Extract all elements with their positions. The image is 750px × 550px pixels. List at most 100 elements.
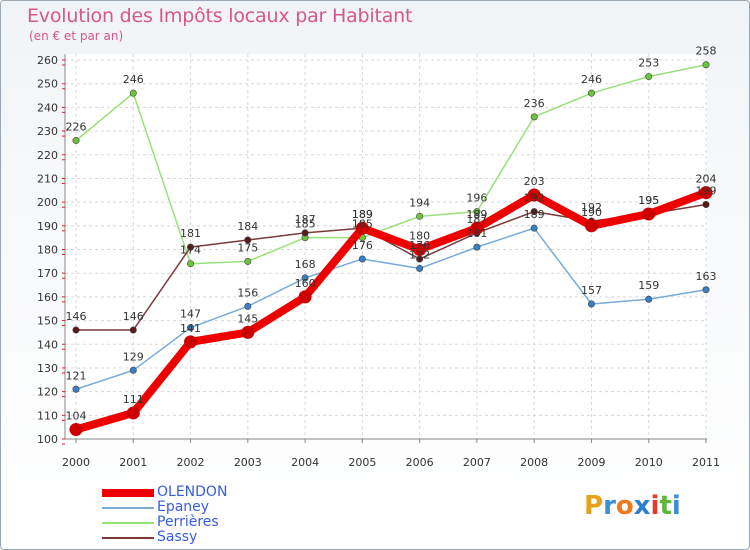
x-tick-label: 2009 — [577, 456, 605, 469]
data-point-sassy — [129, 326, 137, 334]
data-point-olendon — [470, 221, 484, 235]
data-point-epaney — [187, 324, 195, 332]
data-label-epaney: 157 — [581, 284, 602, 297]
data-point-olendon — [413, 243, 427, 256]
legend-label: Perrières — [157, 514, 219, 530]
data-label-epaney: 172 — [409, 248, 430, 261]
data-label-epaney: 129 — [123, 350, 144, 363]
x-tick-label: 2008 — [520, 456, 548, 469]
x-tick-label: 2002 — [177, 456, 205, 469]
data-point-perrieres — [473, 208, 481, 216]
x-tick-label: 2001 — [119, 456, 147, 469]
y-tick-label: 200 — [37, 196, 58, 209]
data-label-olendon: 180 — [409, 230, 430, 243]
proxiti-logo: Proxiti — [584, 491, 681, 521]
logo-letter: i — [650, 491, 660, 521]
axis-layer: 100 110 120 130 140 150 160 170 180 190 200 210 220 2… — [37, 54, 720, 469]
data-label-perrieres: 246 — [123, 73, 144, 86]
data-label-epaney: 176 — [352, 239, 373, 252]
data-label-olendon: 189 — [466, 208, 487, 221]
data-point-perrieres — [129, 89, 137, 97]
y-tick-label: 240 — [37, 101, 58, 114]
logo-letter: o — [615, 491, 634, 521]
legend-label: OLENDON — [157, 484, 228, 500]
y-tick-label: 250 — [37, 78, 58, 91]
x-tick-label: 2011 — [692, 456, 720, 469]
legend-swatch — [102, 489, 154, 497]
data-label-olendon: 104 — [66, 410, 87, 423]
data-point-perrieres — [244, 257, 252, 265]
data-point-epaney — [301, 274, 309, 282]
y-tick-label: 230 — [37, 125, 58, 138]
data-point-perrieres — [645, 73, 653, 81]
data-label-olendon: 145 — [237, 312, 258, 325]
y-tick-label: 120 — [37, 386, 58, 399]
data-point-olendon — [699, 186, 713, 200]
y-tick-label: 190 — [37, 220, 58, 233]
data-point-olendon — [298, 290, 312, 304]
data-point-perrieres — [530, 113, 538, 121]
data-label-sassy: 189 — [352, 208, 373, 221]
logo-letter: i — [671, 491, 681, 521]
x-tick-label: 2004 — [291, 456, 319, 469]
y-tick-label: 260 — [37, 54, 58, 67]
data-label-sassy: 146 — [66, 310, 87, 323]
data-label-olendon: 189 — [352, 208, 373, 221]
data-point-olendon — [241, 325, 255, 339]
data-label-epaney: 163 — [696, 270, 717, 283]
y-tick-label: 170 — [37, 267, 58, 280]
data-point-epaney — [530, 224, 538, 232]
data-point-sassy — [702, 200, 710, 208]
data-label-sassy: 195 — [638, 194, 659, 207]
data-label-perrieres: 185 — [295, 218, 316, 231]
data-point-epaney — [358, 255, 366, 263]
series-line-olendon — [72, 188, 710, 434]
data-label-epaney: 156 — [237, 286, 258, 299]
data-label-epaney: 159 — [638, 279, 659, 292]
data-label-perrieres: 185 — [352, 218, 373, 231]
data-point-perrieres — [702, 61, 710, 69]
data-point-epaney — [702, 286, 710, 294]
x-tick-label: 2010 — [635, 456, 663, 469]
y-tick-label: 150 — [37, 315, 58, 328]
data-point-sassy — [301, 229, 309, 237]
data-label-perrieres: 175 — [237, 241, 258, 254]
data-label-olendon: 203 — [524, 175, 545, 188]
chart-subtitle: (en € et par an) — [29, 29, 124, 43]
x-tick-label: 2006 — [406, 456, 434, 469]
data-label-sassy: 181 — [180, 227, 201, 240]
data-point-sassy — [187, 243, 195, 251]
y-tick-label: 210 — [37, 172, 58, 185]
data-point-perrieres — [587, 89, 595, 97]
data-point-olendon — [642, 207, 656, 221]
y-tick-label: 140 — [37, 338, 58, 351]
data-point-sassy — [244, 236, 252, 244]
data-label-olendon: 141 — [180, 322, 201, 335]
data-point-epaney — [244, 302, 252, 310]
data-point-perrieres — [416, 212, 424, 220]
logo-letter: r — [603, 491, 616, 521]
x-tick-label: 2005 — [348, 456, 376, 469]
legend-swatch — [102, 537, 154, 539]
data-label-epaney: 189 — [524, 208, 545, 221]
y-tick-label: 130 — [37, 362, 58, 375]
data-label-sassy: 187 — [466, 213, 487, 226]
data-label-olendon: 160 — [295, 277, 316, 290]
data-label-perrieres: 196 — [466, 192, 487, 205]
series-line-epaney — [75, 227, 707, 391]
data-point-epaney — [72, 385, 80, 393]
x-tick-label: 2007 — [463, 456, 491, 469]
data-point-epaney — [645, 295, 653, 303]
data-point-olendon — [527, 188, 541, 202]
data-label-perrieres: 174 — [180, 244, 201, 257]
data-label-perrieres: 236 — [524, 97, 545, 110]
legend-label: Sassy — [157, 529, 198, 545]
data-point-epaney — [416, 264, 424, 272]
series-line-perrieres — [75, 63, 707, 265]
legend-label: Epaney — [157, 499, 210, 515]
data-label-epaney: 147 — [180, 308, 201, 321]
logo-letter: P — [584, 491, 604, 521]
y-tick-label: 160 — [37, 291, 58, 304]
